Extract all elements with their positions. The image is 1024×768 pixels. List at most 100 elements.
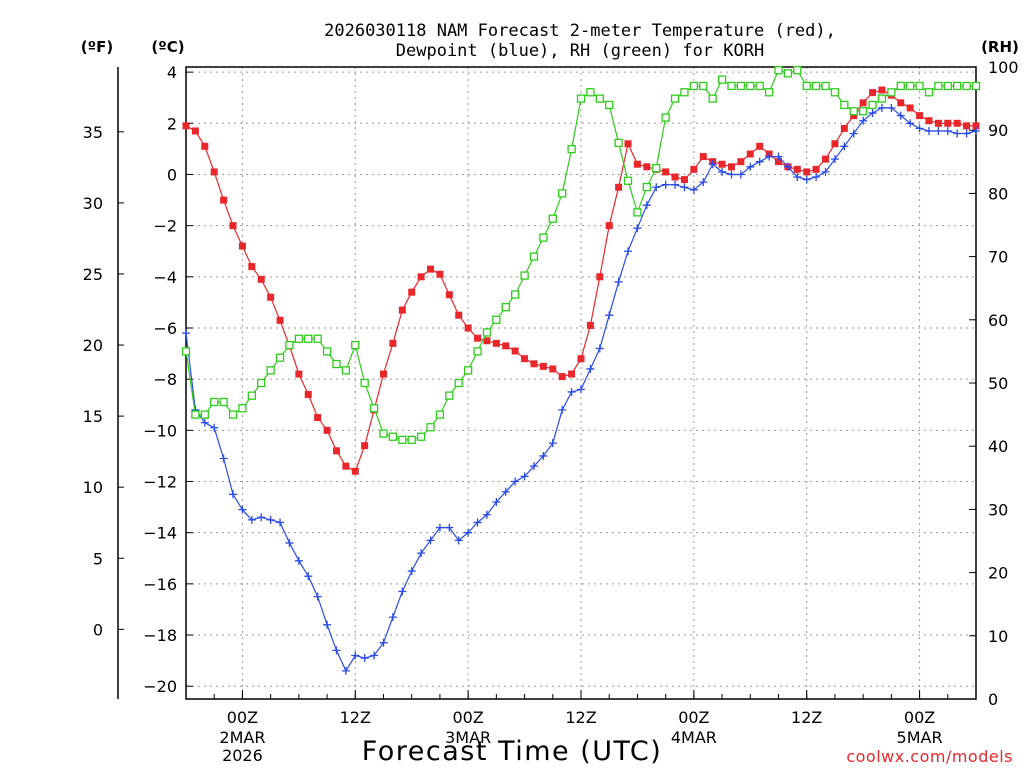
temperature-point (596, 273, 604, 281)
rh-point (238, 404, 247, 413)
dewpoint-point (671, 180, 680, 189)
rh-point (652, 163, 661, 173)
dewpoint-point (906, 119, 915, 128)
temperature-point (417, 273, 425, 281)
series-rh (181, 66, 981, 445)
series-line-rh (185, 69, 976, 441)
temperature-point (605, 222, 613, 230)
temperature-point (727, 163, 735, 171)
dewpoint-point (830, 155, 839, 164)
dewpoint-point (482, 510, 491, 519)
dewpoint-point (765, 152, 774, 161)
rh-point (877, 94, 887, 103)
f-tick-label: 20 (83, 336, 103, 355)
temperature-point (436, 270, 444, 278)
c-tick-label: −4 (153, 268, 177, 287)
rh-point (924, 88, 934, 97)
dewpoint-point (774, 152, 783, 161)
rh-point (445, 391, 454, 400)
dewpoint-point (473, 518, 482, 527)
dewpoint-point (313, 592, 322, 601)
temperature-point (831, 140, 839, 148)
rh-point (953, 81, 962, 91)
temperature-point (220, 196, 228, 204)
rh-point (332, 359, 341, 369)
temperature-point (455, 311, 463, 319)
dewpoint-point (859, 116, 868, 125)
dewpoint-point (417, 549, 426, 558)
dewpoint-point (821, 167, 830, 176)
rh-point (558, 189, 567, 198)
temperature-point (323, 426, 331, 434)
rh-point (482, 328, 492, 337)
rh-point (755, 81, 764, 91)
fahrenheit-unit-label: (ºF) (81, 38, 113, 56)
dewpoint-point (624, 247, 633, 256)
rh-point (689, 81, 699, 91)
gridlines (186, 67, 976, 699)
c-tick-label: −14 (143, 524, 177, 543)
c-tick-label: −2 (153, 217, 177, 236)
temperature-point (530, 360, 538, 368)
dewpoint-point (379, 638, 388, 647)
x-tick-label: 12Z (340, 708, 371, 727)
temperature-point (756, 142, 764, 150)
x-tick-label: 00Z (904, 708, 935, 727)
dewpoint-point (304, 572, 313, 581)
c-tick-label: −18 (143, 626, 177, 645)
dewpoint-point (652, 183, 661, 192)
temperature-point (972, 122, 980, 130)
temperature-point (380, 370, 387, 378)
rh-point (774, 66, 783, 75)
rh-point (379, 429, 388, 438)
dewpoint-point (229, 490, 238, 499)
temperature-point (925, 117, 933, 125)
rh-tick-label: 0 (988, 690, 998, 709)
rh-tick-label: 50 (988, 374, 1008, 393)
temperature-point (643, 163, 651, 171)
x-axis-title: Forecast Time (UTC) (362, 736, 663, 767)
temperature-point (916, 112, 924, 120)
rh-point (642, 182, 651, 192)
f-tick-label: 25 (83, 265, 103, 284)
dewpoint-point (285, 538, 294, 547)
temperature-point (342, 462, 350, 470)
c-tick-label: −16 (143, 575, 177, 594)
rh-tick-label: 80 (988, 184, 1008, 203)
dewpoint-point (943, 126, 952, 135)
f-tick-label: 10 (83, 478, 103, 497)
temperature-point (238, 242, 246, 250)
dewpoint-point (360, 654, 369, 663)
chart-title-line1: 2026030118 NAM Forecast 2-meter Temperat… (324, 21, 836, 41)
dewpoint-point (802, 175, 811, 184)
dewpoint-point (464, 528, 473, 537)
temperature-point (963, 122, 971, 130)
rh-point (200, 410, 209, 419)
temperature-point (295, 370, 303, 378)
temperature-point (624, 140, 632, 148)
dewpoint-point (718, 167, 727, 176)
temperature-point (182, 122, 190, 130)
rh-point (934, 81, 943, 91)
dewpoint-point (294, 556, 303, 565)
temperature-point (229, 222, 237, 230)
dewpoint-point (699, 178, 708, 187)
rh-point (793, 66, 802, 75)
dewpoint-point (689, 185, 698, 194)
rh-point (670, 94, 680, 103)
temperature-point (793, 165, 801, 173)
temperature-point (521, 355, 529, 363)
dewpoint-point (746, 162, 755, 171)
dewpoint-point (953, 129, 962, 138)
rh-point (492, 315, 501, 324)
rh-point (191, 410, 200, 419)
rh-point (398, 435, 407, 445)
dewpoint-point (868, 109, 877, 118)
temperature-point (934, 119, 942, 127)
temperature-point (539, 362, 547, 370)
rh-point (605, 100, 614, 110)
dewpoint-point (896, 111, 905, 120)
rh-point (708, 94, 717, 103)
dewpoint-point (661, 180, 670, 189)
